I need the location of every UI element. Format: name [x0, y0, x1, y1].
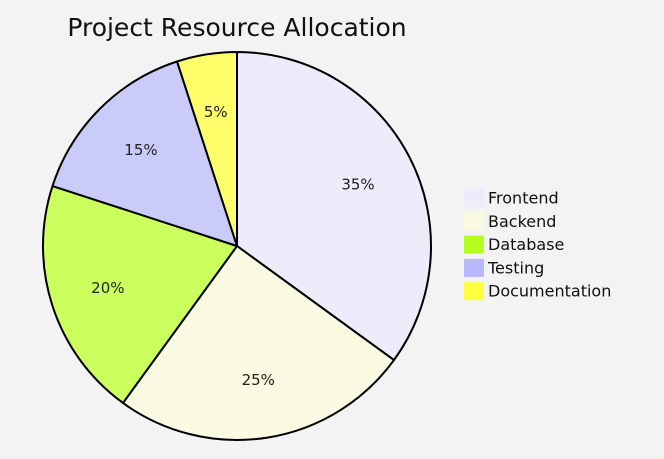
legend-swatch-testing: [464, 258, 484, 277]
pie-slice-backend: [121, 245, 395, 441]
legend: Frontend Backend Database Testing Documentat…: [464, 189, 611, 301]
legend-label-database: Database: [488, 235, 564, 254]
pie-slice-testing: [51, 60, 238, 247]
legend-label-backend: Backend: [488, 212, 556, 231]
slice-value-label: 15%: [124, 141, 157, 159]
chart-title: Project Resource Allocation: [67, 13, 406, 42]
legend-swatch-frontend: [464, 189, 484, 207]
legend-swatch-database: [464, 235, 484, 254]
slice-value-label: 25%: [242, 371, 275, 389]
legend-label-testing: Testing: [487, 258, 544, 277]
pie-slices: [42, 51, 432, 441]
slice-value-label: 20%: [91, 279, 124, 297]
pie-slice-frontend: [236, 51, 432, 362]
slice-value-label: 35%: [341, 175, 374, 193]
legend-label-frontend: Frontend: [488, 189, 559, 208]
slice-labels: 35% 25% 20% 15% 5%: [91, 103, 374, 389]
legend-label-documentation: Documentation: [488, 282, 611, 301]
pie-slice-database: [42, 185, 238, 404]
legend-swatch-backend: [464, 212, 484, 231]
pie-slice-documentation: [176, 51, 238, 247]
legend-swatch-documentation: [464, 282, 484, 301]
slice-value-label: 5%: [204, 103, 228, 121]
